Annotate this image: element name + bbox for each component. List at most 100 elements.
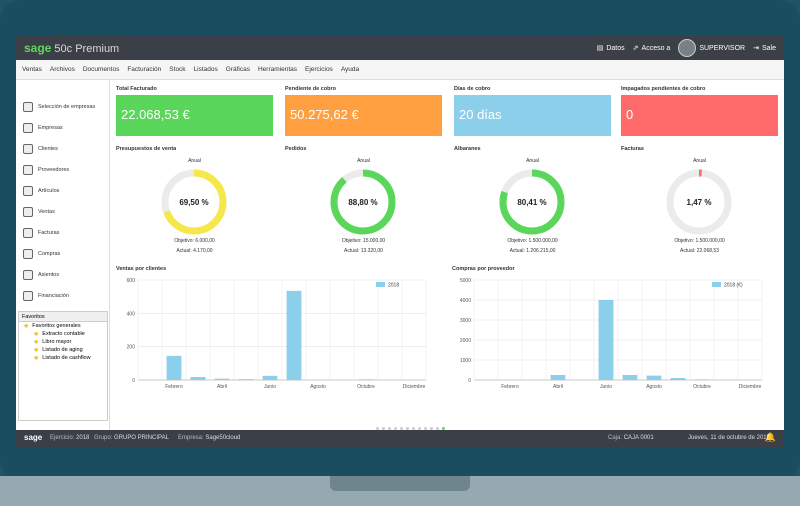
x-tick-label: Diciembre <box>739 384 762 390</box>
status-empresa-value: Sage50cloud <box>205 435 241 441</box>
gauge-title: Facturas <box>621 146 644 152</box>
y-tick-label: 2000 <box>460 338 471 344</box>
gauge-percent: 69,50 % <box>179 198 208 207</box>
gauge-period: Anual <box>357 158 370 164</box>
clients-icon <box>23 143 33 154</box>
kpi-total-facturado[interactable]: Total Facturado 22.068,53 € <box>116 86 273 136</box>
gauge-pedidos[interactable]: Pedidos Anual 88,80 % Objetivo: 15.000,0… <box>285 146 442 261</box>
bar <box>646 375 662 380</box>
app-brand: sage 50c Premium <box>24 41 119 55</box>
kpi-dias-cobro[interactable]: Días de cobro 20 días <box>454 86 611 136</box>
kpi-title: Días de cobro <box>454 86 491 92</box>
menu-ejercicios[interactable]: Ejercicios <box>305 66 333 73</box>
page-dot[interactable] <box>412 427 415 430</box>
sidebar-nav: Selección de empresas Empresas Clientes … <box>16 80 109 306</box>
favorite-item[interactable]: ★ Listado de aging <box>19 346 107 354</box>
menu-ventas[interactable]: Ventas <box>22 66 42 73</box>
building-icon <box>23 122 33 133</box>
menu-listados[interactable]: Listados <box>193 66 218 73</box>
gauge-actual: Actual: 1.206.215,00 <box>509 248 556 254</box>
status-bar: sage Ejercicio: 2018 Grupo: GRUPO PRINCI… <box>16 427 784 448</box>
x-tick-label: Agosto <box>646 384 662 390</box>
menu-stock[interactable]: Stock <box>169 66 186 73</box>
sidebar-item-financiacion[interactable]: Financiación <box>16 285 109 306</box>
kpi-value: 0 <box>621 95 778 136</box>
favorite-item[interactable]: ★ Libro mayor <box>19 338 107 346</box>
page-dot[interactable] <box>388 427 391 430</box>
menu-graficas[interactable]: Gráficas <box>225 66 250 73</box>
bar <box>622 375 638 380</box>
chart-ventas-clientes: Ventas por clientes 0 200 400 600 Febrero Abr… <box>116 266 434 396</box>
gauge-ring: 88,80 % <box>330 169 396 235</box>
x-tick-label: Abril <box>217 384 227 390</box>
y-tick-label: 200 <box>127 345 136 351</box>
page-dot[interactable] <box>418 427 421 430</box>
page-dot[interactable] <box>382 427 385 430</box>
bell-icon[interactable]: 🔔 <box>764 432 776 442</box>
page-dot[interactable] <box>400 427 403 430</box>
page-dot[interactable] <box>406 427 409 430</box>
kpi-pendiente-cobro[interactable]: Pendiente de cobro 50.275,62 € <box>285 86 442 136</box>
favorites-panel: Favoritos ★ Favoritos generales ★ Extracto… <box>18 311 108 421</box>
star-icon: ★ <box>33 347 40 354</box>
sidebar-item-asientos[interactable]: Asientos <box>16 264 109 285</box>
x-tick-label: Octubre <box>357 384 375 390</box>
sidebar-item-label: Asientos <box>38 271 60 278</box>
sidebar-item-articulos[interactable]: Artículos <box>16 180 109 201</box>
y-tick-label: 5000 <box>460 278 471 284</box>
sidebar-item-ventas[interactable]: Ventas <box>16 201 109 222</box>
kpi-title: Total Facturado <box>116 86 157 92</box>
favorite-item[interactable]: ★ Extracto contable <box>19 330 107 338</box>
legend-swatch <box>712 282 721 287</box>
gauge-objetivo: Objetivo: 15.000,00 <box>341 238 386 244</box>
page-dot[interactable] <box>436 427 439 430</box>
gauge-facturas[interactable]: Facturas Anual 1,47 % Objetivo: 1.500.00… <box>621 146 778 261</box>
sidebar-item-facturas[interactable]: Facturas <box>16 222 109 243</box>
gauge-ring: 80,41 % <box>499 169 565 235</box>
page-dot[interactable] <box>376 427 379 430</box>
gauge-albaranes[interactable]: Albaranes Anual 80,41 % Objetivo: 1.500.… <box>454 146 611 261</box>
star-icon: ★ <box>33 331 40 338</box>
menu-herramientas[interactable]: Herramientas <box>257 66 297 73</box>
favorites-title: Favoritos <box>19 312 107 322</box>
menu-facturacion[interactable]: Facturación <box>127 66 162 73</box>
exit-button[interactable]: ⇥ Sale <box>753 44 776 53</box>
sidebar-item-empresas[interactable]: Empresas <box>16 117 109 138</box>
x-tick-label: Febrero <box>501 384 519 390</box>
datos-button[interactable]: ▤ Datos <box>596 44 625 53</box>
gauge-arc <box>330 169 396 235</box>
gauge-arc <box>666 169 732 235</box>
database-icon: ▤ <box>596 45 604 52</box>
sidebar-item-clientes[interactable]: Clientes <box>16 138 109 159</box>
page-dot[interactable] <box>424 427 427 430</box>
page-dot[interactable] <box>430 427 433 430</box>
bar <box>166 355 182 380</box>
kpi-impagados[interactable]: Impagados pendientes de cobro 0 <box>621 86 778 136</box>
y-tick-label: 0 <box>468 378 471 384</box>
status-ejercicio-label: Ejercicio: <box>50 435 75 441</box>
x-tick-label: Junio <box>264 384 276 390</box>
star-icon: ★ <box>33 339 40 346</box>
acceso-button[interactable]: ⇗ Acceso a <box>633 44 671 53</box>
sidebar-item-compras[interactable]: Compras <box>16 243 109 264</box>
favorites-group[interactable]: ★ Favoritos generales <box>19 322 107 330</box>
page-dot-active[interactable] <box>442 427 445 430</box>
sidebar-item-label: Proveedores <box>38 166 70 173</box>
status-logo: sage <box>24 433 43 442</box>
favorite-item[interactable]: ★ Listado de cashflow <box>19 354 107 362</box>
sidebar-item-seleccion-empresas[interactable]: Selección de empresas <box>16 96 109 117</box>
status-caja-label: Caja: <box>608 435 623 441</box>
menu-archivos[interactable]: Archivos <box>49 66 75 73</box>
ledger-icon <box>23 269 33 280</box>
page-dot[interactable] <box>394 427 397 430</box>
y-tick-label: 4000 <box>460 298 471 304</box>
menu-documentos[interactable]: Documentos <box>82 66 120 73</box>
menu-ayuda[interactable]: Ayuda <box>340 66 360 73</box>
gauge-actual: Actual: 22.068,53 <box>680 248 719 254</box>
sidebar-item-label: Selección de empresas <box>38 103 96 110</box>
user-menu[interactable]: SUPERVISOR <box>678 39 745 57</box>
sidebar-item-proveedores[interactable]: Proveedores <box>16 159 109 180</box>
datos-label: Datos <box>606 44 625 52</box>
gauge-presupuestos[interactable]: Presupuestos de venta Anual 69,50 % Obje… <box>116 146 273 261</box>
y-tick-label: 400 <box>127 311 136 317</box>
